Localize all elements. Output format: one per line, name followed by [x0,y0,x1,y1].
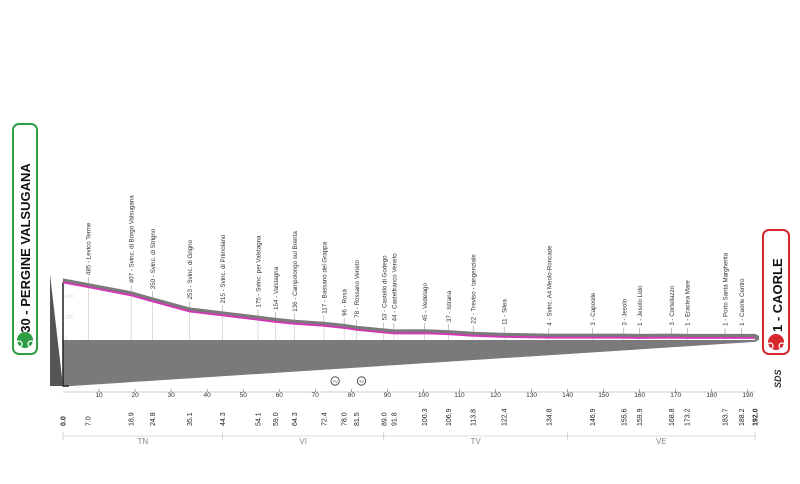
km-label: 173.2 [685,408,692,426]
x-tick-label: 30 [168,392,176,399]
sprint-marker-label: TV [359,379,364,384]
waypoint-label: 3 - Jesolo [621,298,628,325]
km-label: 106.9 [446,408,453,426]
km-label: 183.7 [723,408,730,426]
waypoint-label: 37 - Istrana [446,290,453,322]
region-label: VI [299,437,307,446]
waypoint-label: 215 - Svinc. di Primolano [220,234,227,303]
sprint-marker-icon [330,376,340,386]
x-tick-label: 40 [204,392,212,399]
region-label: VE [656,437,667,446]
x-tick-label: 150 [598,392,609,399]
x-tick-label: 190 [742,392,753,399]
finish-flag-icon [768,334,784,350]
waypoint-label: 350 - Svinc. di Strigno [150,228,157,289]
waypoint-label: 1 - Porto Santa Margherita [723,252,730,325]
km-label: 134.8 [546,408,553,426]
waypoint-label: 11 - Silea [502,299,509,325]
waypoint-label: 1 - Caorle Centro [739,278,746,326]
waypoint-label: 253 - Svinc. di Grigno [187,239,194,299]
x-tick-label: 130 [526,392,537,399]
profile-side-area [63,278,759,386]
start-flag-icon [17,332,33,348]
x-tick-label: 110 [454,392,465,399]
waypoint-label: 407 - Svinc. di Borgo Valsugana [129,195,136,283]
waypoint-label: 485 - Levico Terme [86,222,93,275]
km-label: 113.8 [471,409,478,426]
sprint-marker-icon [356,376,367,386]
waypoint-label: 1 - Jesolo Lido [637,285,644,326]
start-label-box: 530 - PERGINE VALSUGANA [12,123,38,355]
km-label: 89.0 [381,412,388,426]
waypoint-label: 44 - Castelfranco Veneto [391,253,398,322]
waypoint-label: 53 - Castello di Godego [381,255,388,321]
x-tick-label: 180 [706,392,717,399]
waypoint-label: 45 - Vedelago [422,283,429,322]
waypoint-label: 3 - Cortellazzo [669,285,676,325]
elevation-line [62,281,755,339]
km-label: 78.0 [342,412,349,426]
x-tick-label: 120 [490,392,501,399]
km-label: 54.1 [255,412,262,426]
x-tick-label: 170 [670,392,681,399]
x-tick-label: 160 [634,392,645,399]
waypoint-label: 96 - Rosà [342,289,349,316]
profile-face-area [63,282,755,340]
waypoint-label: 175 - Svinc. per Valstagna [255,235,262,308]
x-tick-label: 10 [95,392,103,399]
waypoint-label: 117 - Bassano del Grappa [321,241,328,313]
km-label: 64.3 [292,412,299,426]
km-label: 59.0 [273,412,280,426]
km-label: 188.2 [739,408,746,426]
waypoint-label: 1 - Eraclea Mare [685,280,692,326]
km-label: 122.4 [502,408,509,426]
x-tick-label: 60 [276,392,284,399]
x-tick-label: 100 [418,392,429,399]
km-label: 72.4 [321,412,328,426]
km-label: 192.0 [753,408,760,426]
km-label: 159.9 [637,408,644,426]
km-label: 91.8 [391,412,398,426]
x-tick-label: 50 [240,392,248,399]
region-label: TN [137,437,148,446]
y-tick-label: 200 [65,315,74,321]
km-label: 0.0 [61,416,68,426]
y-tick-label: 400 [65,294,74,300]
y-tick-label: 0 [65,336,68,342]
start-bike-icon [15,340,35,348]
brand-logo: SDS [773,369,783,388]
km-label: 81.5 [354,412,361,426]
km-label: 168.8 [669,408,676,426]
waypoint-label: 22 - Treviso - tangenziale [471,254,478,324]
km-label: 18.9 [129,412,136,426]
km-label: 146.9 [590,408,597,426]
finish-label-box: 1 - CAORLE [762,229,790,355]
x-tick-label: 20 [131,392,139,399]
region-label: TV [471,437,482,446]
km-label: 7.0 [86,416,93,426]
km-label: 100.3 [422,408,429,426]
waypoint-label: 78 - Rossano Veneto [354,259,361,317]
waypoint-label: 3 - Caposile [590,292,597,326]
waypoint-label: 4 - Svinc. A4 Meolo-Roncade [546,245,553,326]
x-tick-label: 90 [384,392,392,399]
waypoint-label: 154 - Valstagna [273,266,280,309]
x-tick-label: 80 [348,392,356,399]
km-label: 35.1 [187,412,194,426]
km-label: 44.3 [220,412,227,426]
profile-left-wall [50,274,63,386]
start-label: 530 - PERGINE VALSUGANA [18,163,33,340]
finish-label: 1 - CAORLE [770,258,785,332]
x-tick-label: 140 [562,392,573,399]
km-label: 155.6 [621,408,628,426]
sprint-marker-label: TV [333,379,338,384]
finish-bike-icon [766,342,786,350]
x-tick-label: 70 [312,392,320,399]
waypoint-label: 136 - Campolongo sul Brenta [292,231,299,312]
km-label: 24.8 [150,412,157,426]
